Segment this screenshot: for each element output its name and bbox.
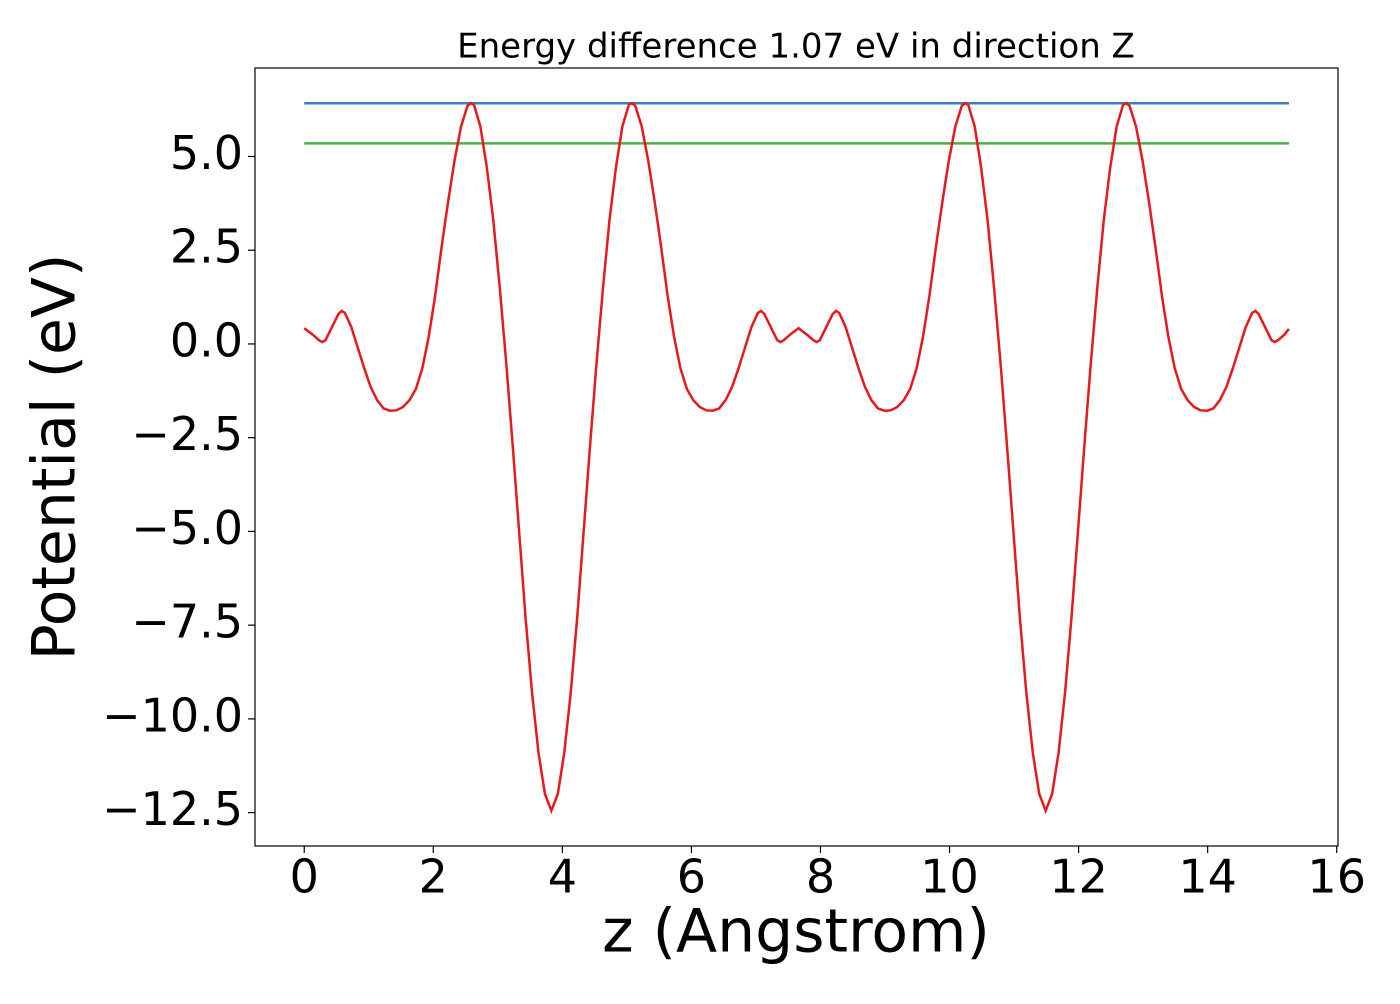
x-tick-label: 8 <box>806 850 835 904</box>
x-tick-label: 4 <box>548 850 577 904</box>
x-axis-label: z (Angstrom) <box>602 897 990 967</box>
chart-title: Energy difference 1.07 eV in direction Z <box>457 27 1135 67</box>
x-tick-label: 14 <box>1178 850 1237 904</box>
y-tick-label: −5.0 <box>131 501 243 555</box>
plot-frame <box>254 67 1339 847</box>
x-tick-label: 2 <box>419 850 448 904</box>
x-tick-label: 12 <box>1049 850 1108 904</box>
y-tick-label: −2.5 <box>131 407 243 461</box>
line-series <box>303 101 1290 815</box>
y-tick-label: −12.5 <box>102 782 243 836</box>
y-tick-label: 5.0 <box>170 126 243 180</box>
x-tick-label: 0 <box>290 850 319 904</box>
y-axis-label: Potential (eV) <box>20 254 90 661</box>
y-tick-label: −7.5 <box>131 595 243 649</box>
y-tick-label: 2.5 <box>170 220 243 274</box>
y-tick-label: −10.0 <box>102 688 243 742</box>
x-tick-label: 10 <box>920 850 979 904</box>
y-tick-label: 0.0 <box>170 313 243 367</box>
x-tick-label: 16 <box>1307 850 1366 904</box>
x-tick-label: 6 <box>677 850 706 904</box>
